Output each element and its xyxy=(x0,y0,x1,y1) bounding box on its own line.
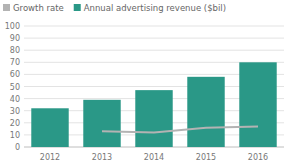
bar xyxy=(83,100,120,147)
x-tick-label: 2012 xyxy=(40,153,60,162)
x-tick-label: 2014 xyxy=(144,153,164,162)
legend-label: Annual advertising revenue ($bil) xyxy=(84,3,226,13)
y-tick-label: 90 xyxy=(10,34,20,43)
y-tick-label: 50 xyxy=(10,83,20,92)
y-tick-label: 60 xyxy=(10,70,20,79)
y-tick-label: 0 xyxy=(15,143,20,152)
y-tick-label: 100 xyxy=(5,22,20,31)
y-tick-label: 30 xyxy=(10,107,20,116)
x-tick-label: 2015 xyxy=(196,153,216,162)
y-tick-label: 10 xyxy=(10,131,20,140)
y-tick-label: 40 xyxy=(10,95,20,104)
legend-swatch xyxy=(74,4,81,11)
y-tick-label: 70 xyxy=(10,58,20,67)
bar xyxy=(187,77,224,147)
chart: 0 10 20 30 40 50 60 70 80 90 100 2012 2013 2014 2015 20… xyxy=(0,0,286,165)
grid-line xyxy=(24,38,284,39)
x-tick-label: 2016 xyxy=(248,153,268,162)
plot-area xyxy=(31,62,276,147)
grid-line xyxy=(24,50,284,51)
legend-swatch xyxy=(3,4,10,11)
legend-label: Growth rate xyxy=(13,3,64,13)
grid-line xyxy=(24,26,284,27)
bar xyxy=(239,62,276,147)
y-tick-label: 80 xyxy=(10,46,20,55)
chart-container: 0 10 20 30 40 50 60 70 80 90 100 2012 2013 2014 2015 20… xyxy=(0,0,286,165)
bar xyxy=(135,90,172,147)
bar xyxy=(31,108,68,147)
x-tick-label: 2013 xyxy=(92,153,112,162)
y-tick-label: 20 xyxy=(10,119,20,128)
line xyxy=(102,126,258,132)
